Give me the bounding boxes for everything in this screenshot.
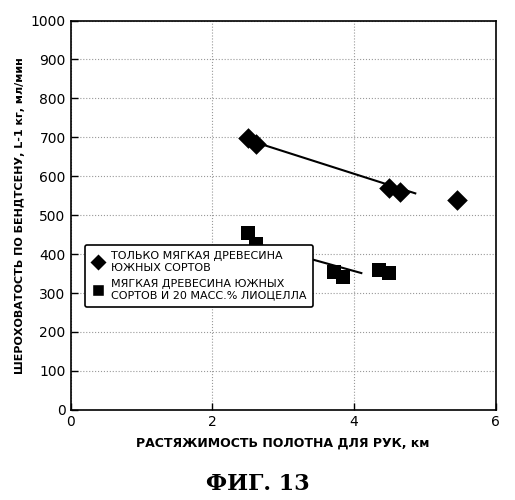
Point: [252, 240, 260, 248]
Point: [252, 140, 260, 148]
Point: [244, 134, 252, 142]
Point: [339, 274, 348, 281]
Point: [385, 269, 393, 277]
Point: [374, 266, 383, 274]
Text: ФИГ. 13: ФИГ. 13: [205, 473, 310, 495]
Point: [259, 250, 267, 258]
Y-axis label: ШЕРОХОВАТОСТЬ ПО БЕНДТСЕНУ, L-1 кг, мл/мин: ШЕРОХОВАТОСТЬ ПО БЕНДТСЕНУ, L-1 кг, мл/м…: [15, 57, 25, 374]
Point: [244, 228, 252, 236]
Point: [330, 268, 338, 276]
X-axis label: РАСТЯЖИМОСТЬ ПОЛОТНА ДЛЯ РУК, км: РАСТЯЖИМОСТЬ ПОЛОТНА ДЛЯ РУК, км: [136, 437, 430, 450]
Point: [396, 188, 404, 196]
Point: [453, 196, 461, 204]
Legend: ТОЛЬКО МЯГКАЯ ДРЕВЕСИНА
ЮЖНЫХ СОРТОВ, МЯГКАЯ ДРЕВЕСИНА ЮЖНЫХ
СОРТОВ И 20 МАСС.% : ТОЛЬКО МЯГКАЯ ДРЕВЕСИНА ЮЖНЫХ СОРТОВ, МЯ…: [84, 245, 314, 307]
Point: [385, 184, 393, 192]
